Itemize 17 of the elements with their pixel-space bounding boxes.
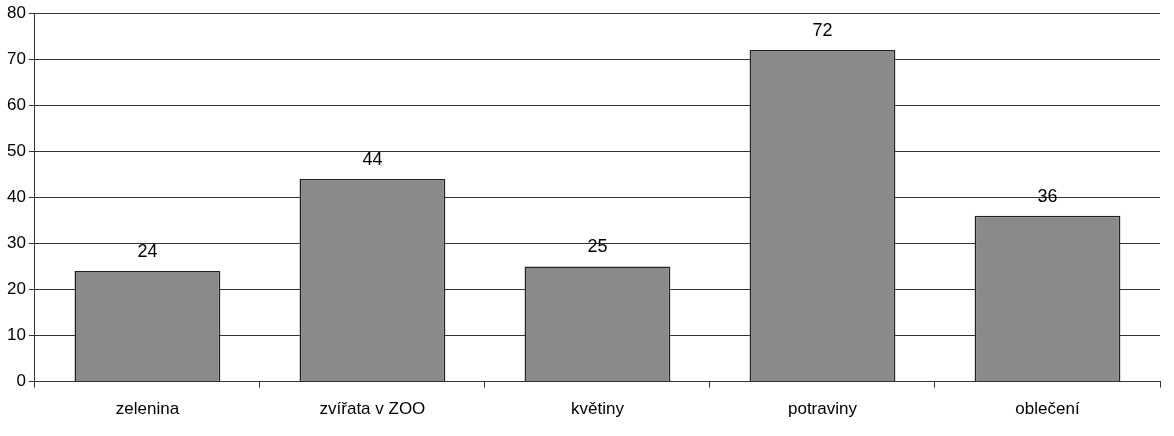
x-tick-label: zelenina <box>115 399 180 419</box>
y-tick-label: 30 <box>6 233 26 253</box>
data-label: 44 <box>362 148 383 169</box>
data-label: 24 <box>137 241 158 262</box>
x-tick-label: potraviny <box>787 399 858 419</box>
y-tick-label: 0 <box>16 371 26 391</box>
y-tick-label: 10 <box>6 325 26 345</box>
x-tick-label: oblečení <box>1015 399 1080 419</box>
x-tick-label: květiny <box>570 399 625 419</box>
y-tick-label: 40 <box>6 187 26 207</box>
x-tick-label: zvířata v ZOO <box>319 399 426 419</box>
y-tick-label: 20 <box>6 279 26 299</box>
y-tick-label: 60 <box>6 94 26 114</box>
y-tick-label: 80 <box>6 2 26 22</box>
y-tick-label: 70 <box>6 48 26 68</box>
y-tick-label: 50 <box>6 141 26 161</box>
data-label: 72 <box>812 20 833 41</box>
